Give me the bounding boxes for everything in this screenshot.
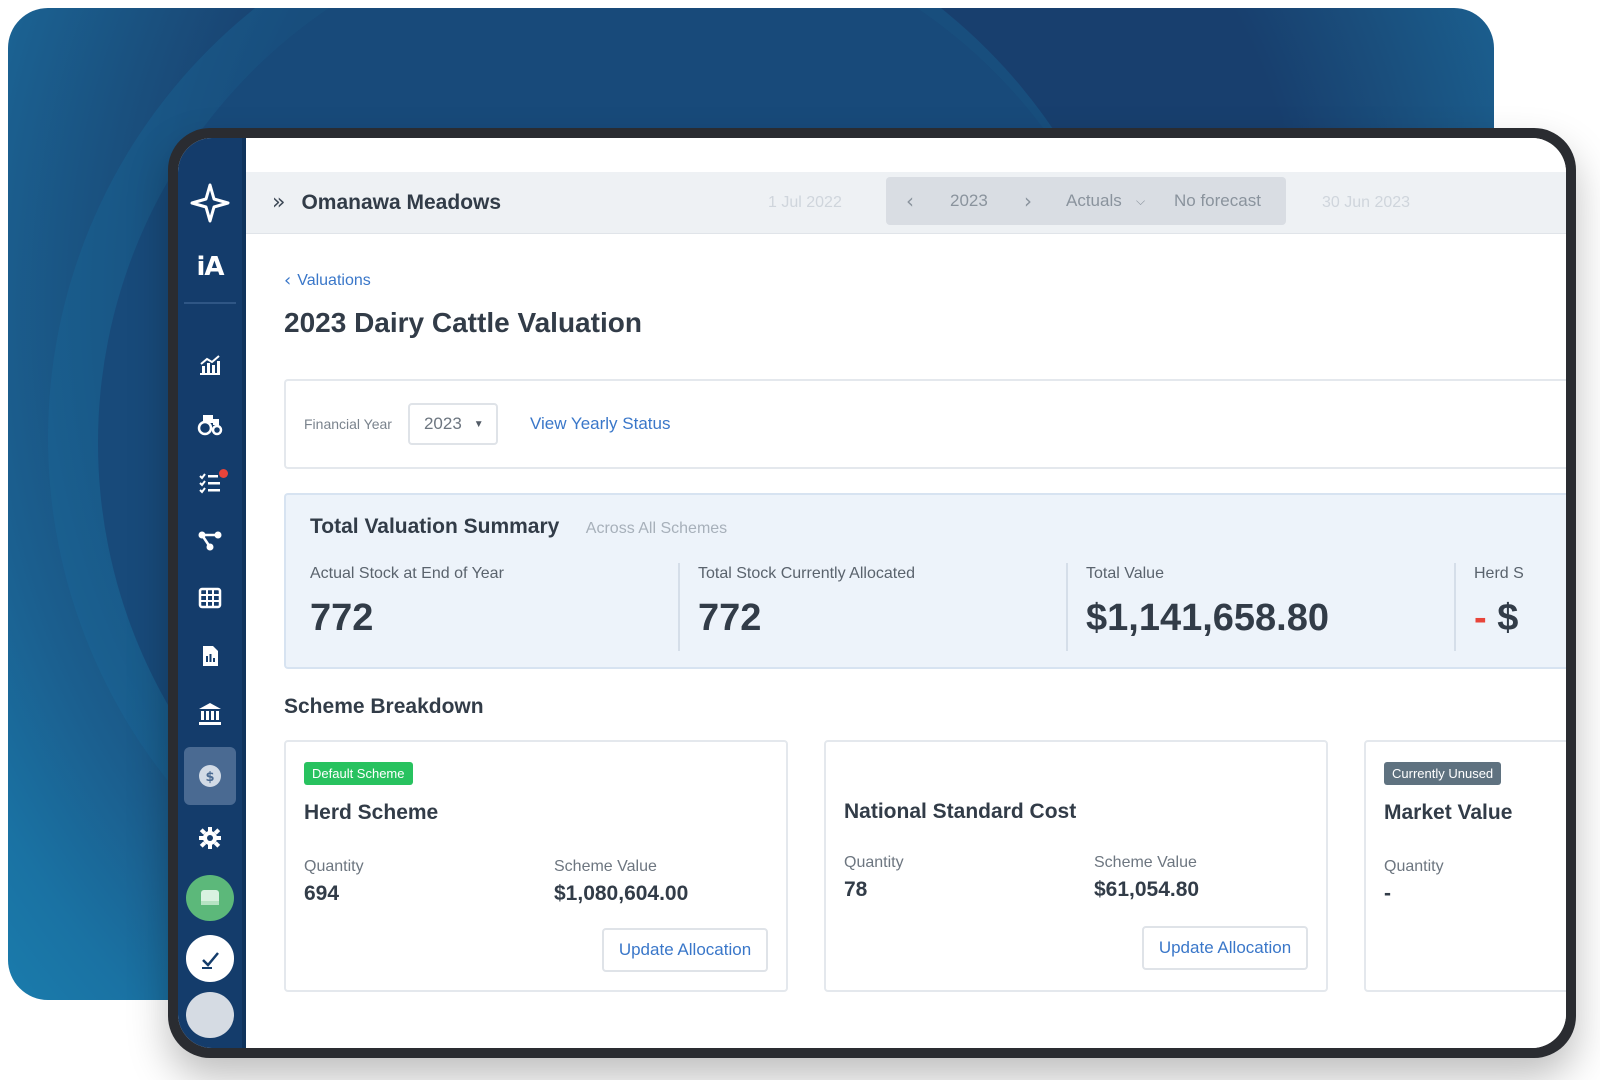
farm-machinery-icon [197, 414, 223, 435]
metric-label: Total Stock Currently Allocated [698, 565, 915, 582]
quantity-value: 78 [844, 878, 868, 901]
back-to-valuations-link[interactable]: ‹ Valuations [284, 270, 1566, 291]
sidebar-item-flow[interactable] [184, 515, 236, 565]
update-allocation-button[interactable]: Update Allocation [1142, 926, 1308, 970]
document-icon [203, 646, 218, 667]
period-start-date: 1 Jul 2022 [768, 193, 842, 211]
sidebar-item-farm[interactable] [184, 398, 236, 448]
metric-divider [1066, 563, 1068, 651]
forecast-selector[interactable]: No forecast [1174, 191, 1261, 210]
chevron-left-icon: ‹ [284, 270, 292, 291]
metric-label: Herd S [1474, 565, 1524, 582]
expand-sidebar-icon[interactable]: » [272, 190, 286, 215]
summary-subtitle: Across All Schemes [585, 520, 728, 537]
quantity-label: Quantity [1384, 858, 1444, 875]
next-year-icon[interactable]: › [1024, 189, 1032, 213]
view-yearly-status-link[interactable]: View Yearly Status [529, 414, 671, 433]
scheme-name: National Standard Cost [844, 800, 1077, 823]
metric-herd-scheme: Herd S - $ [1474, 565, 1524, 640]
metric-actual-stock: Actual Stock at End of Year 772 [310, 565, 504, 640]
top-bar: » Omanawa Meadows 1 Jul 2022 ‹ 2023 › Ac… [246, 172, 1566, 234]
summary-title: Total Valuation Summary [310, 515, 560, 538]
metric-total-value: Total Value $1,141,658.80 [1086, 565, 1329, 640]
page-content: ‹ Valuations 2023 Dairy Cattle Valuation… [246, 270, 1566, 719]
metric-divider [678, 563, 680, 651]
metric-value: - $ [1474, 597, 1524, 640]
back-link-label: Valuations [297, 271, 371, 289]
farm-name[interactable]: Omanawa Meadows [301, 190, 502, 214]
scheme-value-label: Scheme Value [1094, 854, 1197, 871]
metric-label: Total Value [1086, 565, 1164, 582]
scheme-name: Market Value [1384, 801, 1513, 824]
currently-unused-badge: Currently Unused [1384, 762, 1502, 785]
filter-card: Financial Year 2023 ▼ View Yearly Status [284, 379, 1566, 469]
period-selector: ‹ 2023 › Actuals ⌵ No forecast [886, 177, 1286, 225]
user-avatar[interactable] [186, 991, 234, 1038]
scheme-card-national-standard-cost: National Standard Cost Quantity 78 Schem… [824, 740, 1328, 992]
page-title: 2023 Dairy Cattle Valuation [284, 307, 642, 338]
scheme-card-market-value: Currently Unused Market Value Quantity - [1364, 740, 1566, 992]
metric-value: $1,141,658.80 [1086, 597, 1330, 639]
flow-icon [198, 531, 222, 551]
quantity-value: 694 [304, 882, 340, 905]
metric-value-text: $ [1497, 597, 1519, 639]
negative-sign: - [1474, 597, 1487, 639]
default-scheme-badge: Default Scheme [304, 762, 413, 785]
scheme-value-label: Scheme Value [554, 858, 657, 875]
year-value: 2023 [950, 191, 988, 210]
sidebar-item-documents[interactable] [184, 631, 236, 681]
scheme-breakdown-title: Scheme Breakdown [284, 695, 484, 718]
chevron-down-icon[interactable]: ⌵ [1136, 193, 1146, 208]
mode-dropdown[interactable]: Actuals [1066, 191, 1122, 210]
metric-divider [1454, 563, 1456, 651]
bank-icon [199, 703, 221, 726]
total-valuation-summary: Total Valuation Summary Across All Schem… [284, 493, 1566, 669]
metric-value: 772 [310, 597, 374, 639]
app-logo-icon[interactable] [188, 182, 232, 224]
financial-year-value: 2023 [423, 414, 462, 433]
financial-year-label: Financial Year [304, 416, 392, 432]
sidebar-approvals-button[interactable] [186, 935, 234, 982]
main-content: » Omanawa Meadows 1 Jul 2022 ‹ 2023 › Ac… [246, 138, 1566, 1048]
update-allocation-button[interactable]: Update Allocation [602, 928, 768, 972]
notification-dot [219, 468, 228, 478]
sidebar-item-grid[interactable] [184, 573, 236, 623]
scheme-name: Herd Scheme [304, 801, 439, 824]
sidebar: iA $ [178, 138, 246, 1048]
period-end-date: 30 Jun 2023 [1322, 193, 1411, 211]
sidebar-divider [184, 302, 236, 305]
scheme-value: $61,054.80 [1094, 878, 1200, 901]
sidebar-item-bank[interactable] [184, 689, 236, 739]
approval-check-icon [202, 951, 219, 969]
quantity-label: Quantity [844, 854, 904, 871]
financial-year-select[interactable]: 2023 ▼ [407, 403, 498, 445]
scheme-card-herd: Default Scheme Herd Scheme Quantity 694 … [284, 740, 788, 992]
quantity-value: - [1384, 882, 1391, 905]
ia-logo[interactable]: iA [196, 252, 224, 283]
sidebar-chat-button[interactable] [186, 875, 234, 922]
task-list-icon [199, 473, 220, 494]
metric-label: Actual Stock at End of Year [310, 565, 504, 582]
scheme-value: $1,080,604.00 [554, 882, 689, 905]
chat-icon [201, 890, 219, 906]
svg-text:$: $ [205, 770, 214, 785]
quantity-label: Quantity [304, 858, 364, 875]
sidebar-item-valuations[interactable]: $ [184, 747, 236, 806]
dollar-icon: $ [199, 765, 221, 788]
app-screen: iA $ [178, 138, 1566, 1048]
tablet-frame: iA $ [168, 128, 1576, 1058]
caret-down-icon: ▼ [473, 418, 484, 430]
sidebar-item-reports[interactable] [184, 340, 236, 390]
previous-year-icon[interactable]: ‹ [906, 189, 914, 213]
sidebar-item-tasks[interactable] [184, 457, 236, 507]
metric-value: 772 [698, 597, 762, 639]
gear-icon [199, 827, 221, 850]
sidebar-item-settings[interactable] [184, 813, 236, 863]
chart-icon [200, 355, 220, 376]
metric-total-allocated: Total Stock Currently Allocated 772 [698, 565, 915, 640]
grid-table-icon [198, 587, 222, 609]
